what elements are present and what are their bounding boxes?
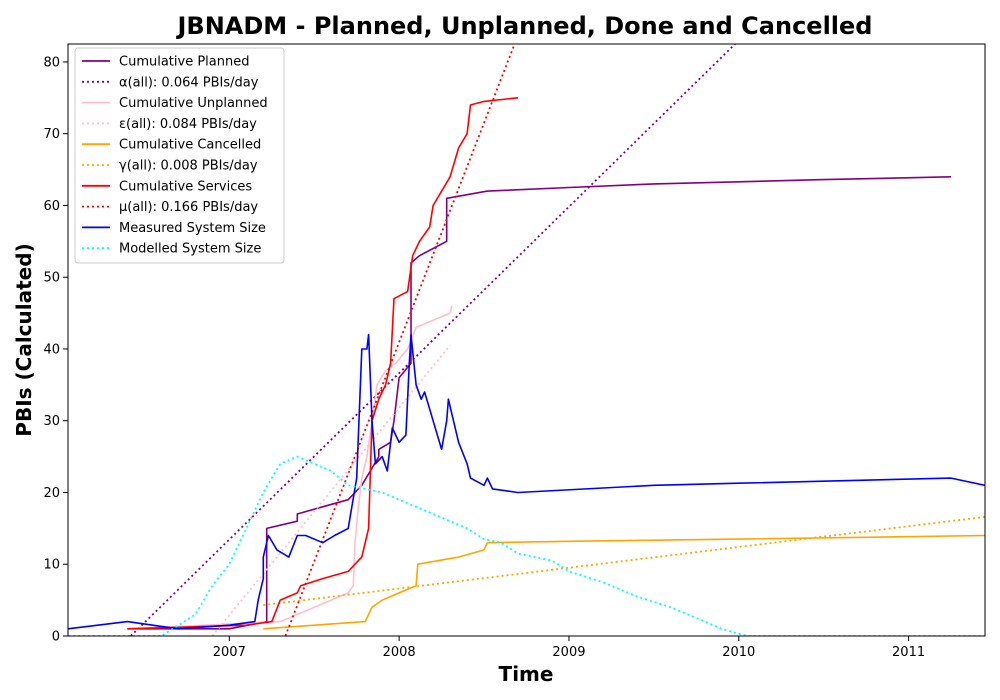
- plot-frame: [67, 43, 986, 637]
- legend-item-8: μ(all): 0.166 PBIs/day: [82, 200, 258, 215]
- legend-label: Cumulative Planned: [119, 55, 249, 70]
- legend-label: α(all): 0.064 PBIs/day: [119, 75, 259, 90]
- legend-item-9: Measured System Size: [82, 221, 266, 236]
- legend-item-5: Cumulative Cancelled: [82, 138, 261, 153]
- x-tick-label: 2009: [552, 645, 585, 660]
- series-line-2: [130, 44, 737, 636]
- legend-item-6: γ(all): 0.008 PBIs/day: [82, 159, 258, 174]
- series-line-3: [127, 305, 453, 630]
- y-tick-label: 60: [43, 199, 60, 214]
- legend-item-7: Cumulative Services: [82, 179, 252, 194]
- y-tick-label: 20: [43, 486, 60, 501]
- legend-box: [74, 47, 285, 264]
- y-tick-label: 30: [43, 414, 60, 429]
- chart-title: JBNADM - Planned, Unplanned, Done and Ca…: [175, 12, 872, 40]
- x-axis-title: Time: [499, 662, 554, 686]
- legend-label: Modelled System Size: [119, 242, 261, 257]
- legend-item-2: α(all): 0.064 PBIs/day: [82, 75, 259, 90]
- legend-items: Cumulative Planned α(all): 0.064 PBIs/day…: [82, 55, 268, 257]
- y-tick-label: 10: [43, 558, 60, 573]
- x-axis-ticks: 2007 2008 2009 2010 2011: [213, 636, 925, 660]
- series-line-8: [284, 44, 516, 636]
- series-line-5: [263, 534, 985, 630]
- legend-item-1: Cumulative Planned: [82, 55, 249, 70]
- y-axis-ticks: 0 10 20 30 40 50 60 70 80: [43, 55, 68, 645]
- legend-label: Cumulative Cancelled: [119, 138, 261, 153]
- legend-label: Measured System Size: [119, 221, 266, 236]
- legend-item-10: Modelled System Size: [82, 242, 261, 257]
- x-tick-label: 2008: [383, 645, 416, 660]
- series-line-6: [263, 516, 985, 606]
- x-tick-label: 2007: [213, 645, 246, 660]
- legend-label: ε(all): 0.084 PBIs/day: [119, 117, 257, 132]
- x-tick-label: 2010: [722, 645, 755, 660]
- series-line-9: [68, 333, 985, 630]
- legend-item-4: ε(all): 0.084 PBIs/day: [82, 117, 257, 132]
- series-line-1: [127, 176, 952, 630]
- series-line-7: [127, 97, 519, 630]
- legend-label: Cumulative Unplanned: [119, 96, 268, 111]
- series-line-10: [68, 455, 985, 636]
- x-tick-label: 2011: [892, 645, 925, 660]
- y-tick-label: 70: [43, 127, 60, 142]
- series-line-4: [211, 344, 451, 636]
- y-tick-label: 80: [43, 55, 60, 70]
- y-tick-label: 50: [43, 271, 60, 286]
- legend-label: γ(all): 0.008 PBIs/day: [119, 159, 258, 174]
- legend-label: Cumulative Services: [119, 179, 252, 194]
- legend: Cumulative Planned α(all): 0.064 PBIs/day…: [74, 47, 285, 264]
- y-axis-title: PBIs (Calculated): [12, 243, 36, 436]
- series-layer: [68, 44, 985, 636]
- legend-item-3: Cumulative Unplanned: [82, 96, 268, 111]
- y-tick-label: 40: [43, 342, 60, 357]
- y-tick-label: 0: [52, 630, 60, 645]
- legend-label: μ(all): 0.166 PBIs/day: [119, 200, 258, 215]
